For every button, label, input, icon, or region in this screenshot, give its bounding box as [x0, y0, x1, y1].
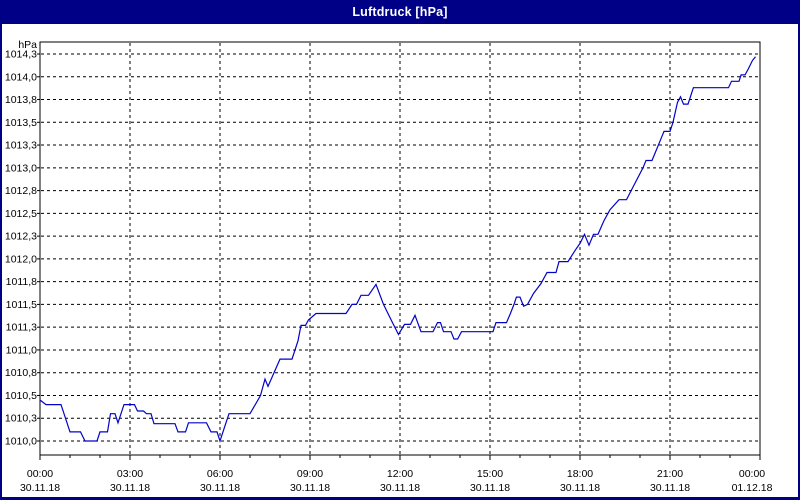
y-tick-label: 1013,0: [5, 162, 37, 174]
y-tick-label: 1010,8: [5, 367, 37, 379]
y-tick-label: 1013,3: [5, 140, 37, 152]
x-tick-time-label: 06:00: [207, 468, 233, 480]
plot-border: [39, 41, 761, 456]
y-tick-label: 1013,5: [5, 117, 37, 129]
x-tick-date-label: 30.11.18: [200, 482, 240, 494]
window-titlebar[interactable]: Luftdruck [hPa]: [0, 0, 800, 24]
x-tick-time-label: 09:00: [297, 468, 323, 480]
x-tick-date-label: 30.11.18: [380, 482, 420, 494]
x-tick-time-label: 03:00: [117, 468, 143, 480]
x-tick-date-label: 30.11.18: [650, 482, 690, 494]
y-tick-label: 1012,0: [5, 253, 37, 265]
y-tick-label: 1011,3: [6, 322, 37, 334]
y-tick-label: 1010,3: [5, 413, 37, 425]
y-tick-label: 1012,3: [5, 231, 37, 243]
x-tick-time-label: 21:00: [657, 468, 683, 480]
x-tick-time-label: 00:00: [739, 468, 765, 480]
y-tick-label: 1012,5: [5, 208, 37, 220]
x-tick-time-label: 12:00: [387, 468, 413, 480]
y-tick-label: 1010,0: [5, 436, 37, 448]
x-tick-time-label: 00:00: [27, 468, 53, 480]
y-tick-label: 1011,0: [6, 344, 37, 356]
y-tick-label: 1011,5: [6, 299, 37, 311]
x-tick-date-label: 01.12.18: [732, 482, 773, 494]
x-tick-date-label: 30.11.18: [20, 482, 60, 494]
window-title: Luftdruck [hPa]: [352, 5, 448, 19]
y-tick-label: 1012,8: [5, 185, 37, 197]
x-tick-time-label: 18:00: [567, 468, 593, 480]
x-tick-date-label: 30.11.18: [470, 482, 510, 494]
x-tick-date-label: 30.11.18: [560, 482, 600, 494]
y-axis-unit-label: hPa: [18, 39, 37, 51]
y-tick-label: 1013,8: [5, 94, 37, 106]
x-tick-time-label: 15:00: [477, 468, 503, 480]
x-tick-date-label: 30.11.18: [110, 482, 150, 494]
pressure-series-line: [39, 56, 756, 443]
y-tick-label: 1010,5: [5, 390, 37, 402]
y-tick-label: 1014,0: [5, 71, 37, 83]
y-tick-label: 1014,3: [5, 49, 37, 61]
x-tick-date-label: 30.11.18: [290, 482, 330, 494]
y-tick-label: 1011,8: [6, 276, 37, 288]
